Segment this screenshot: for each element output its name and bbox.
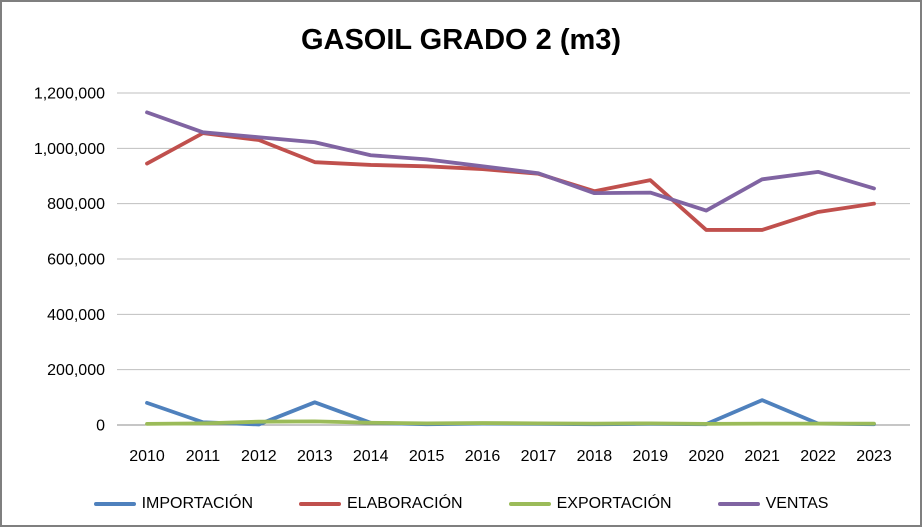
x-tick-label: 2021 [744, 448, 780, 465]
legend-swatch-elaboracion [299, 502, 341, 506]
legend-swatch-importacion [93, 502, 136, 506]
legend-item-ventas: VENTAS [717, 495, 829, 513]
legend-item-exportacion: EXPORTACIÓN [508, 495, 672, 513]
x-tick-label: 2016 [465, 448, 501, 465]
series-line-elaboracion [145, 131, 876, 232]
series-line-ventas [145, 110, 876, 213]
legend-swatch-ventas [717, 502, 760, 506]
y-tick-label: 1,000,000 [34, 141, 105, 158]
y-tick-label: 0 [96, 418, 105, 435]
y-tick-label: 1,200,000 [34, 86, 105, 103]
legend: IMPORTACIÓN ELABORACIÓN EXPORTACIÓN VENTAS [2, 495, 920, 513]
series-line-exportacion [145, 419, 876, 426]
x-tick-label: 2010 [129, 448, 165, 465]
x-tick-label: 2013 [297, 448, 333, 465]
y-tick-label: 200,000 [47, 362, 105, 379]
legend-label: IMPORTACIÓN [141, 495, 253, 512]
x-tick-label: 2014 [353, 448, 389, 465]
x-tick-label: 2019 [633, 448, 669, 465]
chart-title: GASOIL GRADO 2 (m3) [300, 24, 622, 56]
legend-item-elaboracion: ELABORACIÓN [299, 495, 463, 513]
legend-label: ELABORACIÓN [347, 495, 463, 512]
legend-swatch-exportacion [508, 502, 551, 506]
x-tick-label: 2018 [577, 448, 613, 465]
x-tick-label: 2012 [241, 448, 277, 465]
y-tick-label: 400,000 [47, 307, 105, 324]
x-tick-label: 2022 [800, 448, 836, 465]
x-tick-label: 2011 [186, 448, 221, 465]
legend-label: EXPORTACIÓN [556, 495, 672, 512]
legend-label: VENTAS [765, 495, 829, 512]
x-tick-label: 2017 [521, 448, 557, 465]
x-tick-label: 2015 [409, 448, 445, 465]
y-tick-label: 600,000 [47, 252, 105, 269]
x-tick-label: 2020 [688, 448, 724, 465]
legend-item-importacion: IMPORTACIÓN [93, 495, 253, 513]
x-tick-label: 2023 [856, 448, 892, 465]
y-tick-label: 800,000 [47, 196, 105, 213]
